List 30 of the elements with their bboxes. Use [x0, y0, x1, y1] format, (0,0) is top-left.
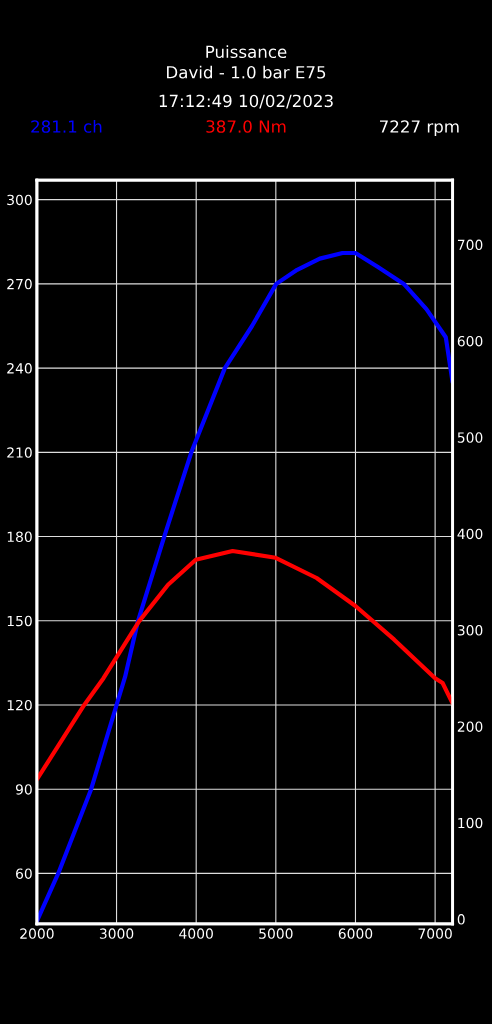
text: 281.1 ch: [31, 119, 102, 133]
y-tick-label: 120: [7, 699, 32, 711]
y2-tick-label: 400: [457, 528, 483, 540]
y-tick-label: 180: [7, 531, 32, 543]
y-tick-label: 150: [7, 615, 32, 627]
chart-subtitle: David - 1.0 bar E75: [167, 65, 326, 79]
text: 7227 rpm: [380, 120, 459, 137]
y-tick-label: 240: [7, 363, 32, 374]
text: 387.0 Nm: [206, 120, 286, 133]
y-tick-label: 210: [7, 447, 32, 458]
y-tick-label: 90: [15, 784, 32, 795]
x-tick-label: 7000: [418, 928, 452, 939]
y2-tick-label: 300: [457, 625, 483, 636]
y2-tick-label: 500: [457, 432, 483, 443]
y2-tick-label: 0: [457, 914, 465, 925]
y-tick-label: 270: [7, 278, 32, 290]
x-tick-label: 3000: [99, 928, 134, 939]
y2-tick-label: 600: [457, 335, 483, 347]
y-tick-label: 60: [16, 868, 32, 879]
x-tick-label: 2000: [20, 928, 54, 939]
y2-tick-label: 200: [457, 721, 483, 732]
x-tick-label: 5000: [259, 928, 293, 939]
text: 17:12:49 10/02/2023: [159, 94, 333, 109]
y-tick-label: 300: [7, 194, 32, 206]
y2-tick-label: 700: [457, 239, 483, 251]
x-tick-label: 6000: [338, 928, 373, 939]
chart-title: Puissance: [206, 45, 287, 59]
x-tick-label: 4000: [179, 928, 213, 939]
y2-tick-label: 100: [458, 817, 483, 829]
line-series: [36, 548, 453, 782]
